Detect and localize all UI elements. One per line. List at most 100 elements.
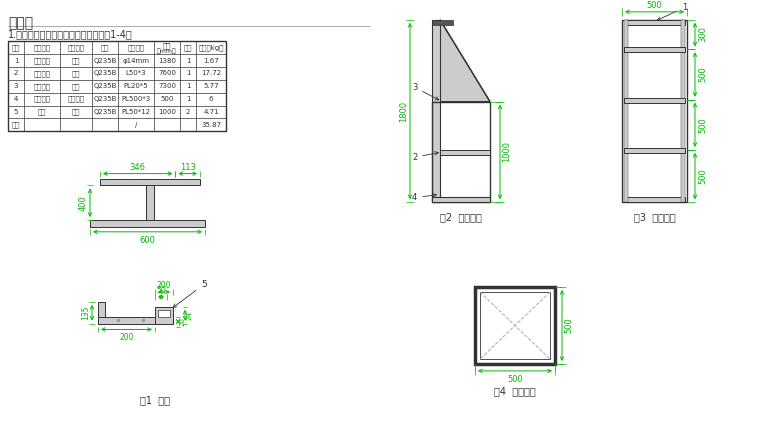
Bar	[624, 98, 685, 102]
Text: 1000: 1000	[502, 141, 511, 163]
Text: 20: 20	[180, 317, 186, 326]
Text: 346: 346	[130, 163, 146, 172]
Text: 500: 500	[647, 1, 663, 10]
Text: 400: 400	[79, 195, 88, 211]
Text: 5.77: 5.77	[203, 83, 219, 89]
Bar	[98, 317, 173, 324]
Bar	[158, 310, 170, 317]
Text: 四角支撑: 四角支撑	[33, 70, 50, 77]
Bar	[475, 287, 555, 364]
Text: 1: 1	[185, 83, 190, 89]
Text: 24: 24	[187, 311, 193, 320]
Text: 角钢: 角钢	[71, 70, 81, 77]
Text: 1.67: 1.67	[203, 58, 219, 64]
Text: 3: 3	[14, 83, 18, 89]
Text: 侧向防护: 侧向防护	[33, 83, 50, 90]
Text: 500: 500	[698, 67, 707, 82]
Text: 钢板: 钢板	[71, 109, 81, 115]
Text: 4: 4	[14, 96, 18, 102]
Text: 1: 1	[185, 58, 190, 64]
Bar	[681, 20, 685, 202]
Bar	[440, 150, 490, 155]
Text: Q235B: Q235B	[93, 71, 117, 76]
Text: 2: 2	[412, 152, 439, 162]
Text: 500: 500	[564, 318, 573, 334]
Text: 3: 3	[412, 83, 439, 100]
Text: 平台底部: 平台底部	[33, 96, 50, 102]
Bar	[432, 197, 490, 202]
Text: 50: 50	[156, 286, 166, 295]
Bar	[624, 197, 685, 202]
Bar	[624, 148, 685, 153]
Text: Q235B: Q235B	[93, 83, 117, 89]
Text: 说明：: 说明：	[8, 16, 33, 30]
Bar	[432, 20, 440, 202]
Text: 组件名称: 组件名称	[33, 44, 50, 51]
Bar	[624, 20, 628, 202]
Text: 编号: 编号	[11, 44, 21, 51]
Text: 1: 1	[14, 58, 18, 64]
Text: /: /	[135, 122, 138, 128]
Text: 1380: 1380	[158, 58, 176, 64]
Text: Q235B: Q235B	[93, 96, 117, 102]
Text: 7300: 7300	[158, 83, 176, 89]
Text: 6: 6	[209, 96, 214, 102]
Text: φ14mm: φ14mm	[122, 58, 150, 64]
Bar	[624, 48, 685, 52]
Text: 5: 5	[14, 109, 18, 115]
Polygon shape	[440, 20, 490, 102]
Text: Q235B: Q235B	[93, 109, 117, 115]
Text: 300: 300	[698, 27, 707, 42]
Text: 挂件: 挂件	[38, 109, 46, 115]
Bar	[622, 20, 687, 202]
Bar	[146, 185, 154, 220]
Text: 600: 600	[140, 236, 156, 245]
Text: 1: 1	[185, 71, 190, 76]
Text: 材质: 材质	[101, 44, 109, 51]
Text: 图2  吊篮侧视: 图2 吊篮侧视	[440, 212, 482, 222]
Text: L50*3: L50*3	[125, 71, 147, 76]
Text: 图3  吊篮前视: 图3 吊篮前视	[634, 212, 676, 222]
Text: 2: 2	[14, 71, 18, 76]
Text: 500: 500	[160, 96, 174, 102]
Text: 1.吊篮材料表如下表所示，尺寸详见图1-4。: 1.吊篮材料表如下表所示，尺寸详见图1-4。	[8, 30, 133, 40]
Text: PL20*5: PL20*5	[124, 83, 148, 89]
Text: 200: 200	[119, 334, 134, 342]
Text: 113: 113	[180, 163, 195, 172]
Text: 500: 500	[698, 168, 707, 184]
Text: 4: 4	[412, 193, 436, 202]
Text: 顶部杆件: 顶部杆件	[33, 58, 50, 64]
Bar	[480, 292, 550, 359]
Bar	[100, 179, 200, 185]
Text: PL500*3: PL500*3	[122, 96, 150, 102]
Text: 数量: 数量	[184, 44, 192, 51]
Text: 5: 5	[173, 280, 207, 307]
Text: 200: 200	[157, 281, 171, 290]
Bar	[432, 20, 453, 25]
Text: 2: 2	[185, 109, 190, 115]
Bar	[90, 220, 205, 227]
Bar	[432, 102, 490, 202]
Text: 17.72: 17.72	[201, 71, 221, 76]
Text: 1800: 1800	[399, 100, 408, 122]
Text: 135: 135	[81, 306, 90, 320]
Text: 圆钢: 圆钢	[71, 58, 81, 64]
Text: 图4  吊篮俯视: 图4 吊篮俯视	[494, 386, 536, 396]
Text: 扁板: 扁板	[71, 83, 81, 90]
Text: 图1  挂件: 图1 挂件	[140, 395, 170, 405]
Bar	[8, 41, 226, 131]
Bar	[155, 307, 173, 324]
Bar	[98, 302, 105, 324]
Text: 重量（kg）: 重量（kg）	[198, 44, 223, 51]
Text: 合计: 合计	[11, 122, 21, 128]
Text: Q235B: Q235B	[93, 58, 117, 64]
Text: 1000: 1000	[158, 109, 176, 115]
Bar	[624, 20, 685, 25]
Text: 4.71: 4.71	[203, 109, 219, 115]
Text: 材料规格: 材料规格	[128, 44, 144, 51]
Text: 1: 1	[185, 96, 190, 102]
Text: PL50*12: PL50*12	[122, 109, 150, 115]
Text: 500: 500	[507, 375, 523, 384]
Text: 7600: 7600	[158, 71, 176, 76]
Text: （mm）: （mm）	[157, 48, 177, 54]
